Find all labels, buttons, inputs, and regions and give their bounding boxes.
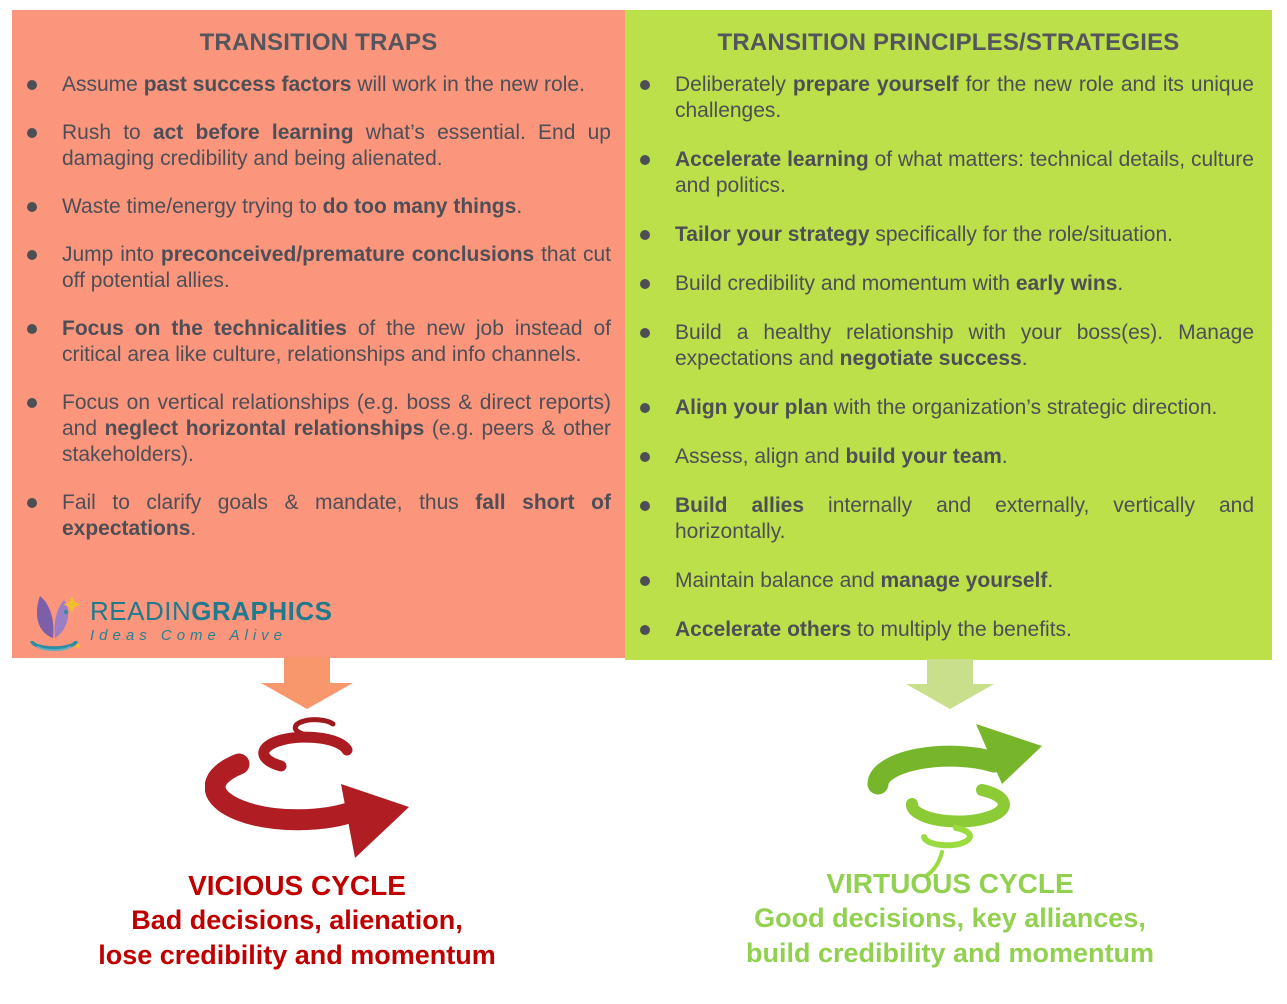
bullet-dot-icon [27,128,37,138]
bullet-dot-icon [640,501,650,511]
traps-title: TRANSITION TRAPS [199,29,438,56]
bullet-dot-icon [640,279,650,289]
bullet-dot-icon [640,80,650,90]
butterfly-book-logo-icon [30,596,81,651]
bullet-item: Jump into preconceived/premature conclus… [12,242,611,294]
brand-tagline: Ideas Come Alive [90,626,287,644]
vicious-spiral-arrow-icon [205,717,409,858]
transition-principles-panel: TRANSITION PRINCIPLES/STRATEGIES Deliber… [625,10,1272,660]
bullet-item: Deliberately prepare yourself for the ne… [625,72,1254,124]
traps-list: Assume past success factors will work in… [12,72,625,542]
bullet-item: Accelerate learning of what matters: tec… [625,147,1254,199]
virtuous-spiral-arrow-icon [867,724,1042,878]
bullet-item: Build a healthy relationship with your b… [625,320,1254,372]
transition-traps-panel: TRANSITION TRAPS Assume past success fac… [12,10,625,658]
bullet-dot-icon [640,576,650,586]
bullet-dot-icon [640,155,650,165]
bullet-dot-icon [640,230,650,240]
bullet-dot-icon [27,250,37,260]
down-arrow-left-icon [261,657,353,709]
bullet-item: Focus on vertical relationships (e.g. bo… [12,390,611,468]
bullet-dot-icon [27,498,37,508]
bullet-dot-icon [640,625,650,635]
principles-list: Deliberately prepare yourself for the ne… [625,72,1272,643]
principles-title: TRANSITION PRINCIPLES/STRATEGIES [717,29,1180,56]
bullet-item: Accelerate others to multiply the benefi… [625,617,1254,643]
vicious-cycle-title: VICIOUS CYCLE [188,870,406,901]
bullet-item: Tailor your strategy specifically for th… [625,222,1254,248]
bullet-dot-icon [27,324,37,334]
bullet-item: Assume past success factors will work in… [12,72,611,98]
bullet-item: Waste time/energy trying to do too many … [12,194,611,220]
bullet-dot-icon [27,398,37,408]
down-arrow-right-icon [906,659,994,709]
bullet-item: Align your plan with the organization’s … [625,395,1254,421]
bullet-dot-icon [27,80,37,90]
virtuous-cycle-title: VIRTUOUS CYCLE [826,868,1074,899]
bullet-item: Maintain balance and manage yourself. [625,568,1254,594]
virtuous-cycle-label: VIRTUOUS CYCLE Good decisions, key allia… [690,866,1210,971]
bullet-item: Rush to act before learning what’s essen… [12,120,611,172]
bullet-dot-icon [27,202,37,212]
bullet-dot-icon [640,403,650,413]
bullet-item: Fail to clarify goals & mandate, thus fa… [12,490,611,542]
vicious-cycle-label: VICIOUS CYCLE Bad decisions, alienation,… [57,868,537,973]
bullet-item: Build credibility and momentum with earl… [625,271,1254,297]
brand-logo-text: READINGRAPHICS Ideas Come Alive [90,597,333,644]
brand-name: READINGRAPHICS [90,595,333,626]
bullet-item: Assess, align and build your team. [625,444,1254,470]
bullet-dot-icon [640,328,650,338]
virtuous-cycle-line2: build credibility and momentum [745,938,1155,968]
brand-logo: READINGRAPHICS Ideas Come Alive [26,588,333,652]
bullet-dot-icon [640,452,650,462]
bullet-item: Build allies internally and externally, … [625,493,1254,545]
vicious-cycle-line1: Bad decisions, alienation, [131,905,463,935]
bullet-item: Focus on the technicalities of the new j… [12,316,611,368]
vicious-cycle-line2: lose credibility and momentum [98,940,496,970]
virtuous-cycle-line1: Good decisions, key alliances, [754,903,1146,933]
